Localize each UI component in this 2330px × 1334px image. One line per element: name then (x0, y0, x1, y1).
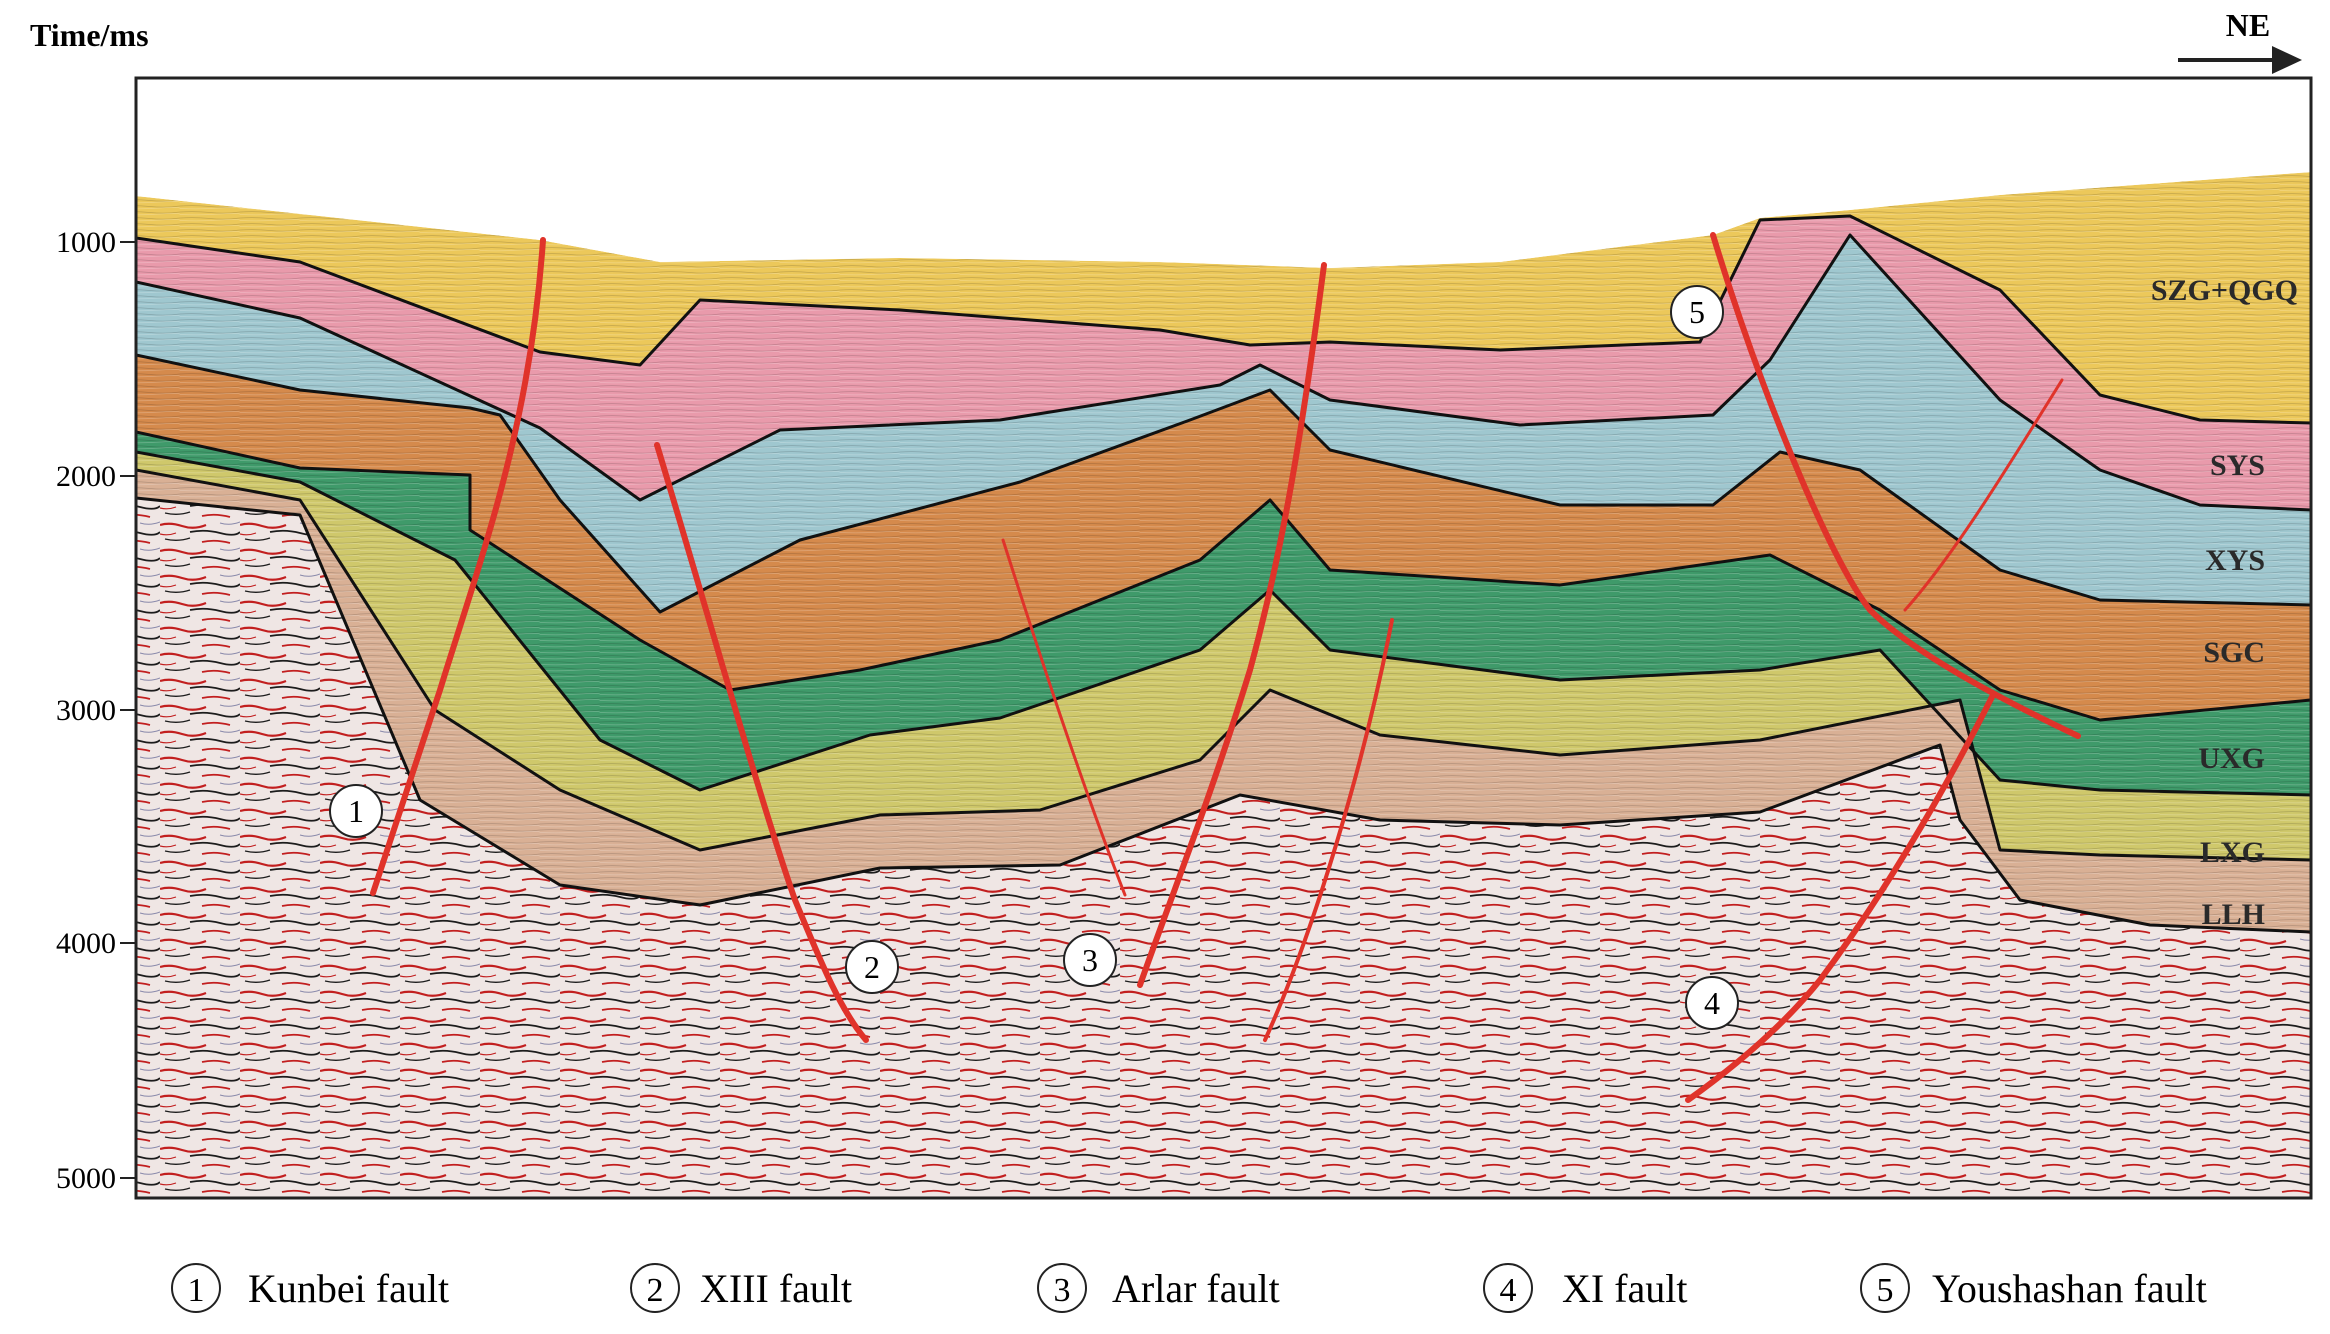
layer-labels: SZG+QGQ SYS XYS SGC UXG LXG LLH (2151, 274, 2298, 931)
legend-item-3: 3 Arlar fault (1037, 1263, 1280, 1313)
layer-label-sgc: SGC (2203, 636, 2265, 669)
tick-5000: 5000 (56, 1162, 116, 1195)
sky-area (136, 78, 2311, 268)
tick-4000: 4000 (56, 927, 116, 960)
legend-item-5-number: 5 (1877, 1272, 1894, 1309)
legend-item-1-number: 1 (188, 1272, 205, 1309)
layer-texture-sgc (136, 355, 2311, 720)
fault-traces (370, 232, 2081, 1103)
layer-texture-sys (136, 216, 2311, 510)
layer-label-sys: SYS (2210, 449, 2265, 482)
layer-texture-llh (136, 470, 2311, 932)
fault-badge-1-number: 1 (348, 793, 364, 829)
legend-item-3-number: 3 (1054, 1272, 1071, 1309)
fault-3c-trace (1263, 618, 1394, 1042)
legend-item-1: 1 Kunbei fault (171, 1263, 449, 1313)
tick-1000: 1000 (56, 226, 116, 259)
layer-texture-lxg (136, 452, 2311, 860)
legend-item-4-name: XI fault (1562, 1266, 1688, 1311)
layer-label-lxg: LXG (2200, 836, 2265, 869)
tick-2000: 2000 (56, 460, 116, 493)
horizon-line-1 (136, 214, 2311, 425)
direction-label: NE (2226, 7, 2270, 43)
fault-badge-2-number: 2 (864, 949, 880, 985)
fault-badge-4-number: 4 (1704, 985, 1720, 1021)
legend-item-2-number: 2 (647, 1272, 664, 1309)
layer-label-uxg: UXG (2198, 742, 2265, 775)
legend-item-5: 5 Youshashan fault (1860, 1263, 2207, 1313)
fault-badge-2: 2 (845, 940, 899, 994)
fault-badge-1: 1 (329, 784, 383, 838)
panel-frame (134, 76, 2313, 1200)
horizon-line-7 (136, 496, 2311, 934)
direction-indicator: NE (2178, 7, 2302, 74)
tick-3000: 3000 (56, 694, 116, 727)
legend-item-3-name: Arlar fault (1112, 1266, 1280, 1311)
axis-title: Time/ms (30, 17, 149, 53)
layer-label-xys: XYS (2205, 544, 2265, 577)
horizon-line-3 (136, 353, 2311, 614)
layer-label-szg: SZG+QGQ (2151, 274, 2298, 307)
fault-5b-trace (1903, 378, 2064, 612)
legend-item-2-name: XIII fault (700, 1266, 852, 1311)
fault-badge-5-number: 5 (1689, 294, 1705, 330)
fault-1-trace (370, 237, 546, 896)
axis-ticks: 1000 2000 3000 4000 5000 (56, 226, 136, 1195)
fault-2-trace (654, 442, 869, 1043)
legend-item-4: 4 XI fault (1483, 1263, 1688, 1313)
legend-item-1-name: Kunbei fault (248, 1266, 449, 1311)
fault-badge-4: 4 (1685, 976, 1739, 1030)
fault-5-trace (1710, 232, 2081, 739)
legend-item-2: 2 XIII fault (630, 1263, 852, 1313)
arrow-right-icon (2272, 46, 2302, 74)
fault-3-trace (1001, 538, 1127, 897)
fault-4-trace (1685, 692, 1996, 1103)
fault-badge-3: 3 (1063, 933, 1117, 987)
layer-label-llh: LLH (2202, 898, 2265, 931)
horizon-line-5 (136, 450, 2311, 797)
fault-badge-5: 5 (1670, 285, 1724, 339)
seismic-panel: 1 2 3 4 5 SZG+QGQ SYS XYS SGC UXG LXG LL… (136, 78, 2311, 1198)
fault-legend: 1 Kunbei fault 2 XIII fault 3 Arlar faul… (171, 1263, 2207, 1313)
fault-badge-3-number: 3 (1082, 942, 1098, 978)
legend-item-4-number: 4 (1500, 1272, 1517, 1309)
legend-item-5-name: Youshashan fault (1932, 1266, 2207, 1311)
horizon-line-4 (136, 430, 2311, 722)
fault-3b-trace (1137, 262, 1327, 988)
layer-texture-uxg (136, 432, 2311, 795)
layer-texture-szg (136, 172, 2311, 423)
